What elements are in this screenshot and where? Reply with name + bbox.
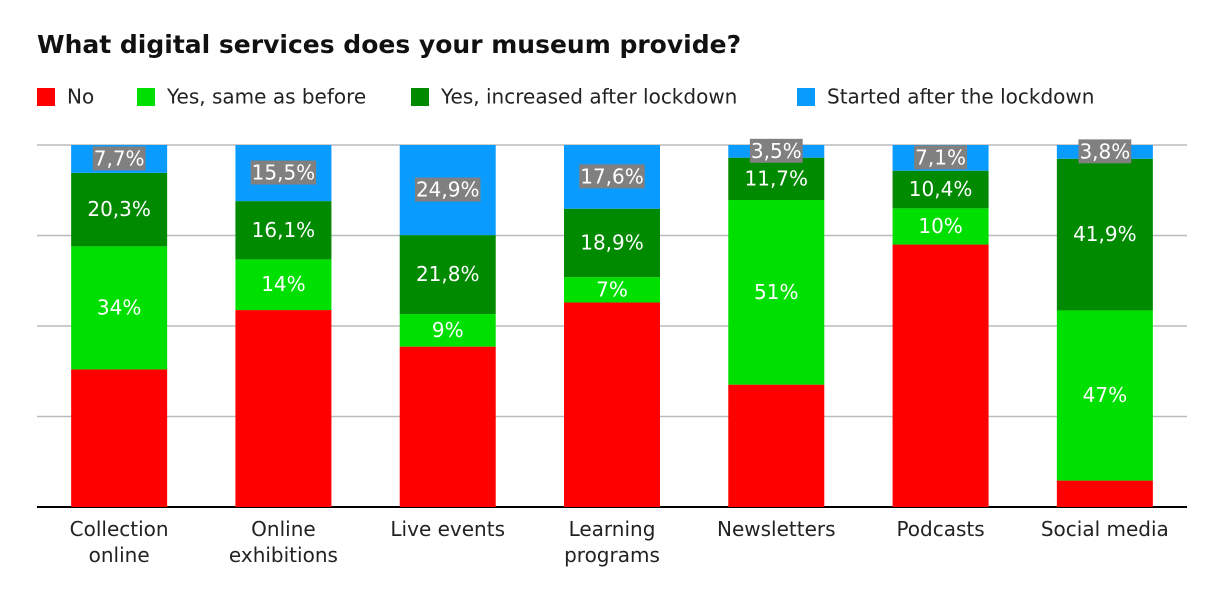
data-label-background [92,146,146,171]
data-label: 47% [1083,383,1127,407]
legend-swatch [37,88,55,106]
chart-title: What digital services does your museum p… [37,30,741,59]
data-label: 34% [97,295,141,319]
data-label: 20,3% [87,197,151,221]
bar-segment [71,246,168,370]
x-tick-label: Newsletters [717,517,836,541]
data-label: 7,1% [915,145,966,169]
data-label: 17,6% [580,164,644,188]
data-label: 51% [754,280,798,304]
data-label: 11,7% [745,166,809,190]
data-label: 7,7% [94,146,145,170]
data-label: 9% [432,318,464,342]
bar-segment [564,277,660,303]
data-label: 16,1% [252,218,316,242]
data-label-background [579,164,645,189]
data-label: 3,8% [1079,139,1130,163]
legend-swatch [797,88,815,106]
legend-label: Yes, increased after lockdown [440,85,737,109]
bar-segment [235,259,332,311]
legend-swatch [411,88,429,106]
data-label-background [414,177,481,202]
bar-segment [564,208,660,278]
bar-segment [399,314,496,347]
data-label-background [914,145,967,170]
data-label: 15,5% [252,161,316,185]
x-tick-label: Learning programs [564,517,660,567]
bar-segment [728,200,825,385]
bar-segment [892,170,989,209]
data-label: 10% [918,214,962,238]
bar-segment [235,201,332,260]
bar-segment [892,244,989,508]
data-label: 18,9% [580,230,644,254]
bar-segment [71,172,168,247]
legend-label: Yes, same as before [166,85,366,109]
data-label-background [749,138,803,163]
data-label: 14% [261,272,305,296]
data-label: 24,9% [416,178,480,202]
data-label: 3,5% [751,139,802,163]
x-tick-label: Collection online [69,517,169,567]
bar-segment [1056,158,1153,311]
bar-segment [892,208,989,245]
x-tick-label: Social media [1040,517,1169,541]
bar-segment [564,302,660,507]
bar-segment [1056,310,1153,481]
data-label: 7% [596,277,628,301]
bar-segment [235,310,332,507]
data-label: 21,8% [416,262,480,286]
x-tick-label: Live events [390,517,505,541]
x-tick-label: Podcasts [896,517,985,541]
bar-segment [1056,480,1153,507]
bar-segment [71,369,168,507]
data-label: 10,4% [909,177,973,201]
legend-swatch [137,88,155,106]
bar-segment [399,346,496,507]
data-label-background [250,160,317,185]
x-tick-label: Online exhibitions [228,517,338,567]
data-label: 41,9% [1073,222,1137,246]
bar-segment [399,235,496,315]
bar-segment [728,384,825,507]
bar-segment [728,157,825,201]
legend-label: Started after the lockdown [827,85,1094,109]
legend-label: No [67,85,94,109]
data-label-background [1078,139,1132,164]
